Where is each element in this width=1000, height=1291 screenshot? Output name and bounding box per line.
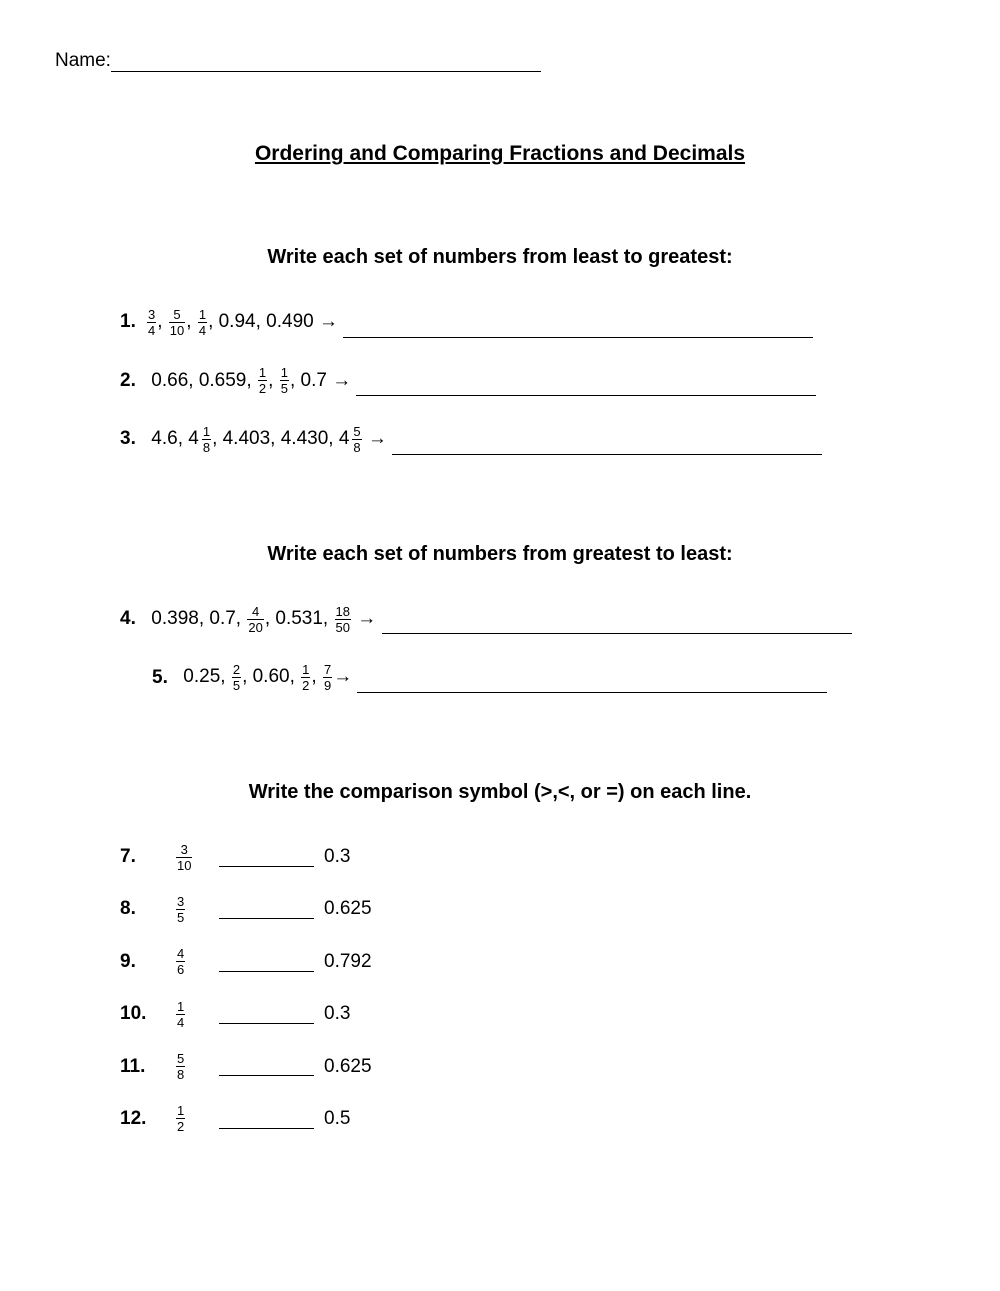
fraction: 46 [176, 947, 185, 976]
answer-blank[interactable] [356, 377, 816, 396]
compare-left-value: 35 [175, 894, 215, 924]
comparison-problem: 10.14 0.3 [120, 999, 935, 1029]
answer-blank[interactable] [382, 615, 852, 634]
fraction: 34 [147, 308, 156, 337]
fraction: 310 [176, 843, 192, 872]
compare-left-value: 46 [175, 947, 215, 977]
problem-number: 2. [120, 366, 146, 396]
problem-number: 9. [120, 947, 175, 977]
worksheet-title: Ordering and Comparing Fractions and Dec… [55, 142, 945, 166]
problem-number: 5. [152, 663, 178, 693]
fraction: 58 [352, 425, 361, 454]
compare-right-value: 0.625 [324, 894, 372, 924]
worksheet-page: Name: Ordering and Comparing Fractions a… [0, 0, 1000, 1291]
compare-left-value: 310 [175, 842, 215, 872]
answer-blank[interactable] [343, 319, 813, 338]
ordering-problem: 2. 0.66, 0.659, 12, 15, 0.7 → [120, 366, 935, 397]
ordering-problem: 5. 0.25, 25, 0.60, 12, 79→ [120, 662, 935, 693]
answer-blank[interactable] [357, 674, 827, 693]
section3-problems: 7.310 0.3 8.35 0.625 9.46 0.792 10.14 0.3 11.58 0… [55, 842, 945, 1134]
compare-right-value: 0.3 [324, 999, 350, 1029]
fraction: 12 [176, 1104, 185, 1133]
compare-left-value: 14 [175, 999, 215, 1029]
problem-text: , [311, 667, 322, 688]
problem-number: 7. [120, 842, 175, 872]
fraction: 420 [247, 605, 263, 634]
problem-number: 3. [120, 424, 146, 454]
section2-heading: Write each set of numbers from greatest … [55, 543, 945, 566]
problem-text: 0.66, 0.659, [146, 370, 257, 391]
problem-text: , [268, 370, 279, 391]
problem-number: 4. [120, 604, 146, 634]
compare-right-value: 0.3 [324, 842, 350, 872]
fraction: 35 [176, 895, 185, 924]
problem-number: 8. [120, 894, 175, 924]
ordering-problem: 3. 4.6, 418, 4.403, 4.430, 458 → [120, 424, 935, 455]
fraction: 12 [301, 663, 310, 692]
ordering-problem: 4. 0.398, 0.7, 420, 0.531, 1850 → [120, 604, 935, 635]
compare-right-value: 0.5 [324, 1104, 350, 1134]
problem-text: , [186, 311, 197, 332]
comparison-problem: 11.58 0.625 [120, 1052, 935, 1082]
arrow-icon: → [333, 662, 352, 692]
comparison-problem: 9.46 0.792 [120, 947, 935, 977]
mixed-number-whole: 4 [188, 424, 199, 454]
problem-text: , 0.7 [290, 370, 332, 391]
fraction: 18 [202, 425, 211, 454]
compare-right-value: 0.625 [324, 1052, 372, 1082]
arrow-icon: → [368, 424, 387, 454]
fraction: 1850 [335, 605, 351, 634]
comparison-answer-blank[interactable] [219, 1005, 314, 1024]
comparison-answer-blank[interactable] [219, 900, 314, 919]
problem-text: 0.398, 0.7, [146, 608, 246, 629]
problem-text: 4.6, [146, 428, 188, 449]
arrow-icon: → [332, 366, 351, 396]
comparison-answer-blank[interactable] [219, 848, 314, 867]
fraction: 14 [198, 308, 207, 337]
comparison-problem: 7.310 0.3 [120, 842, 935, 872]
comparison-problem: 8.35 0.625 [120, 894, 935, 924]
problem-number: 10. [120, 999, 175, 1029]
name-field-row: Name: [55, 50, 945, 72]
problem-text: , [157, 311, 168, 332]
comparison-answer-blank[interactable] [219, 1057, 314, 1076]
problem-number: 1. [120, 307, 146, 337]
fraction: 510 [169, 308, 185, 337]
compare-left-value: 12 [175, 1104, 215, 1134]
problem-text: , 0.531, [265, 608, 334, 629]
comparison-answer-blank[interactable] [219, 1110, 314, 1129]
problem-number: 11. [120, 1052, 175, 1082]
fraction: 15 [280, 366, 289, 395]
problem-text: , 0.94, 0.490 [208, 311, 319, 332]
section2-problems: 4. 0.398, 0.7, 420, 0.531, 1850 → 5. 0.2… [55, 604, 945, 693]
mixed-number-whole: 4 [339, 424, 350, 454]
name-label: Name: [55, 50, 111, 71]
comparison-answer-blank[interactable] [219, 953, 314, 972]
section1-problems: 1.34, 510, 14, 0.94, 0.490 → 2. 0.66, 0.… [55, 307, 945, 455]
problem-number: 12. [120, 1104, 175, 1134]
answer-blank[interactable] [392, 436, 822, 455]
problem-text: , 4.403, 4.430, [212, 428, 339, 449]
name-blank-line[interactable] [111, 51, 541, 72]
compare-right-value: 0.792 [324, 947, 372, 977]
compare-left-value: 58 [175, 1052, 215, 1082]
arrow-icon: → [357, 604, 376, 634]
fraction: 12 [258, 366, 267, 395]
fraction: 14 [176, 1000, 185, 1029]
comparison-problem: 12.12 0.5 [120, 1104, 935, 1134]
section3-heading: Write the comparison symbol (>,<, or =) … [55, 781, 945, 804]
ordering-problem: 1.34, 510, 14, 0.94, 0.490 → [120, 307, 935, 338]
arrow-icon: → [319, 307, 338, 337]
fraction: 58 [176, 1052, 185, 1081]
problem-text: , 0.60, [242, 667, 300, 688]
problem-text: 0.25, [178, 667, 231, 688]
section1-heading: Write each set of numbers from least to … [55, 246, 945, 269]
fraction: 25 [232, 663, 241, 692]
fraction: 79 [323, 663, 332, 692]
